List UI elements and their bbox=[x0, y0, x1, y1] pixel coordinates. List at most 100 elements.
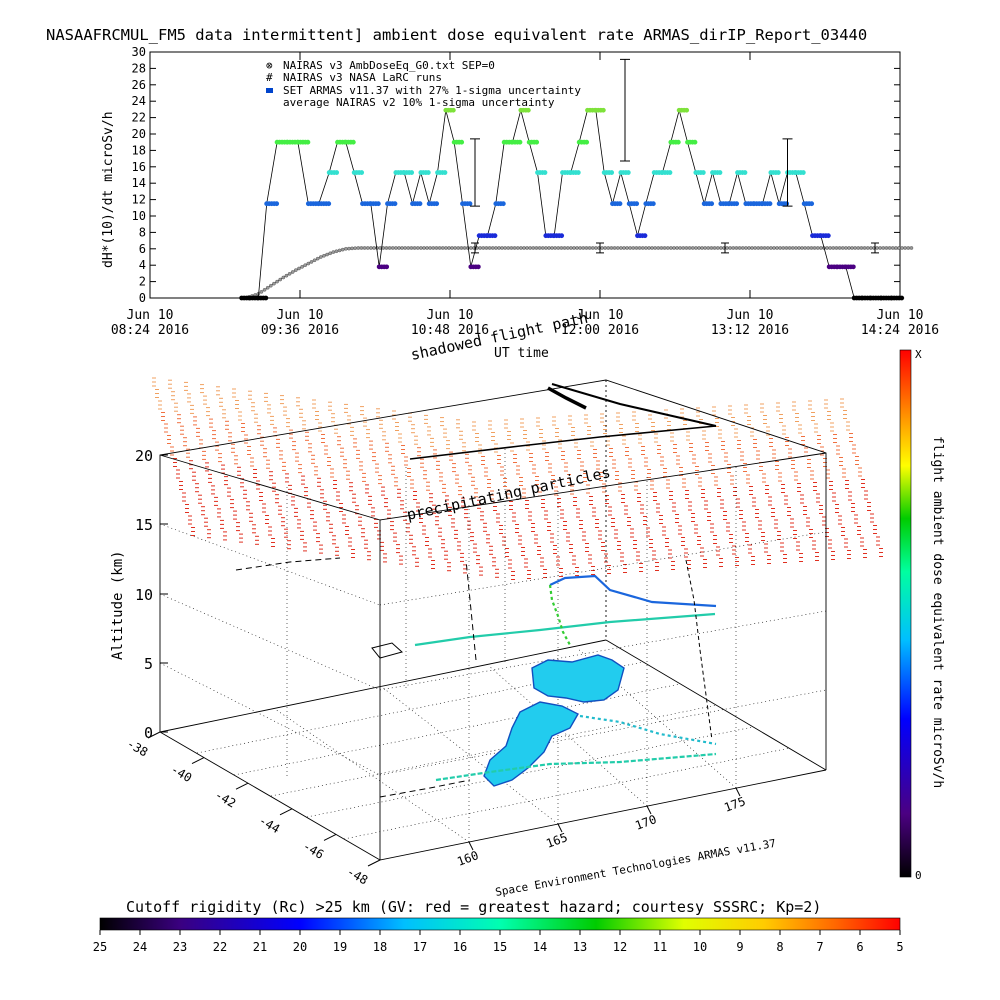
model-point bbox=[572, 246, 576, 250]
armas-point bbox=[384, 264, 390, 270]
legend-label-1: NAIRAS v3 NASA LaRC runs bbox=[283, 71, 442, 84]
model-point bbox=[894, 246, 898, 250]
model-point bbox=[287, 272, 292, 276]
armas-point bbox=[500, 201, 506, 207]
model-point bbox=[684, 246, 689, 250]
model-point bbox=[737, 246, 742, 250]
model-point bbox=[631, 246, 636, 250]
model-point bbox=[715, 246, 720, 250]
cutoff-tick-label: 6 bbox=[856, 940, 863, 954]
model-point bbox=[322, 253, 326, 258]
x-tick-time: 14:24 2016 bbox=[861, 323, 939, 338]
model-point bbox=[815, 246, 820, 250]
model-point bbox=[409, 246, 414, 250]
model-point bbox=[587, 246, 592, 250]
legend-label-2: SET ARMAS v11.37 with 27% 1-sigma uncert… bbox=[283, 84, 581, 97]
model-point bbox=[615, 246, 620, 250]
model-point bbox=[672, 246, 676, 250]
altitude-tick-label: 10 bbox=[135, 586, 153, 604]
model-point bbox=[337, 248, 342, 253]
model-point bbox=[372, 246, 376, 250]
model-line bbox=[245, 247, 913, 299]
model-point bbox=[278, 277, 283, 282]
model-point bbox=[747, 246, 751, 250]
model-point bbox=[787, 246, 792, 250]
model-point bbox=[825, 246, 829, 250]
x-tick-day: Jun 10 bbox=[727, 308, 774, 323]
model-point bbox=[622, 246, 626, 250]
cutoff-tick-label: 19 bbox=[333, 940, 347, 954]
longitude-tick-mark bbox=[735, 787, 741, 797]
model-point bbox=[578, 246, 583, 250]
model-point bbox=[269, 283, 273, 288]
x-tick-time: 12:00 2016 bbox=[561, 323, 639, 338]
y-tick-label: 20 bbox=[132, 127, 146, 141]
y-tick-label: 12 bbox=[132, 193, 146, 207]
model-point bbox=[875, 246, 879, 250]
x-tick-day: Jun 10 bbox=[277, 308, 324, 323]
altitude-tick-label: 5 bbox=[144, 655, 153, 673]
y-tick-label: 8 bbox=[139, 225, 146, 239]
latitude-ticks: -38-40-42-44-46-48 bbox=[125, 731, 381, 887]
armas-point bbox=[700, 170, 706, 175]
model-point bbox=[553, 246, 558, 250]
model-point bbox=[453, 246, 458, 250]
model-point bbox=[500, 246, 504, 250]
model-point bbox=[347, 246, 351, 251]
model-point bbox=[644, 246, 648, 250]
armas-point bbox=[326, 201, 332, 207]
model-point bbox=[656, 246, 661, 250]
model-point bbox=[712, 246, 717, 250]
model-point bbox=[881, 246, 886, 250]
altitude-ticks: 0 5 10 15 20 bbox=[135, 447, 168, 742]
model-point bbox=[694, 246, 698, 250]
model-point bbox=[619, 246, 623, 250]
model-point bbox=[744, 246, 748, 250]
cutoff-tick-label: 7 bbox=[816, 940, 823, 954]
armas-point bbox=[559, 233, 565, 239]
cutoff-tick-label: 5 bbox=[896, 940, 903, 954]
armas-point bbox=[625, 170, 631, 175]
model-point bbox=[844, 246, 848, 250]
model-point bbox=[300, 265, 304, 269]
model-point bbox=[365, 246, 370, 250]
model-point bbox=[534, 246, 539, 250]
model-point bbox=[512, 246, 517, 250]
model-point bbox=[456, 246, 461, 250]
shadowed-flight-path-line bbox=[409, 383, 717, 460]
model-point bbox=[637, 246, 642, 250]
cutoff-tick-label: 17 bbox=[413, 940, 427, 954]
y-tick-label: 28 bbox=[132, 61, 146, 75]
model-point bbox=[769, 246, 773, 250]
armas-point bbox=[642, 233, 648, 239]
cutoff-tick-label: 13 bbox=[573, 940, 587, 954]
model-point bbox=[812, 246, 817, 250]
x-tick-time: 09:36 2016 bbox=[261, 323, 339, 338]
model-point bbox=[784, 246, 789, 250]
model-point bbox=[612, 246, 617, 250]
armas-point bbox=[409, 170, 415, 175]
model-point bbox=[753, 246, 758, 250]
armas-point bbox=[742, 170, 748, 175]
model-point bbox=[459, 246, 464, 250]
model-point bbox=[259, 290, 264, 294]
armas-point bbox=[459, 139, 465, 145]
model-point bbox=[509, 246, 514, 250]
model-point bbox=[809, 246, 814, 250]
armas-errorbar bbox=[470, 138, 480, 207]
model-point bbox=[906, 246, 911, 250]
latitude-tick-mark bbox=[147, 731, 161, 739]
y-tick-label: 30 bbox=[132, 45, 146, 59]
cutoff-tick-label: 11 bbox=[653, 940, 667, 954]
altitude-axis-label: Altitude (km) bbox=[110, 550, 126, 660]
model-point bbox=[362, 246, 367, 250]
armas-point bbox=[734, 201, 740, 207]
y-axis-label: dH*(10)/dt microSv/h bbox=[101, 111, 116, 268]
model-point bbox=[706, 246, 711, 250]
model-point bbox=[797, 246, 801, 250]
model-point bbox=[484, 246, 489, 250]
latitude-tick-mark bbox=[191, 757, 205, 765]
model-point bbox=[334, 249, 339, 254]
armas-point bbox=[634, 201, 640, 207]
